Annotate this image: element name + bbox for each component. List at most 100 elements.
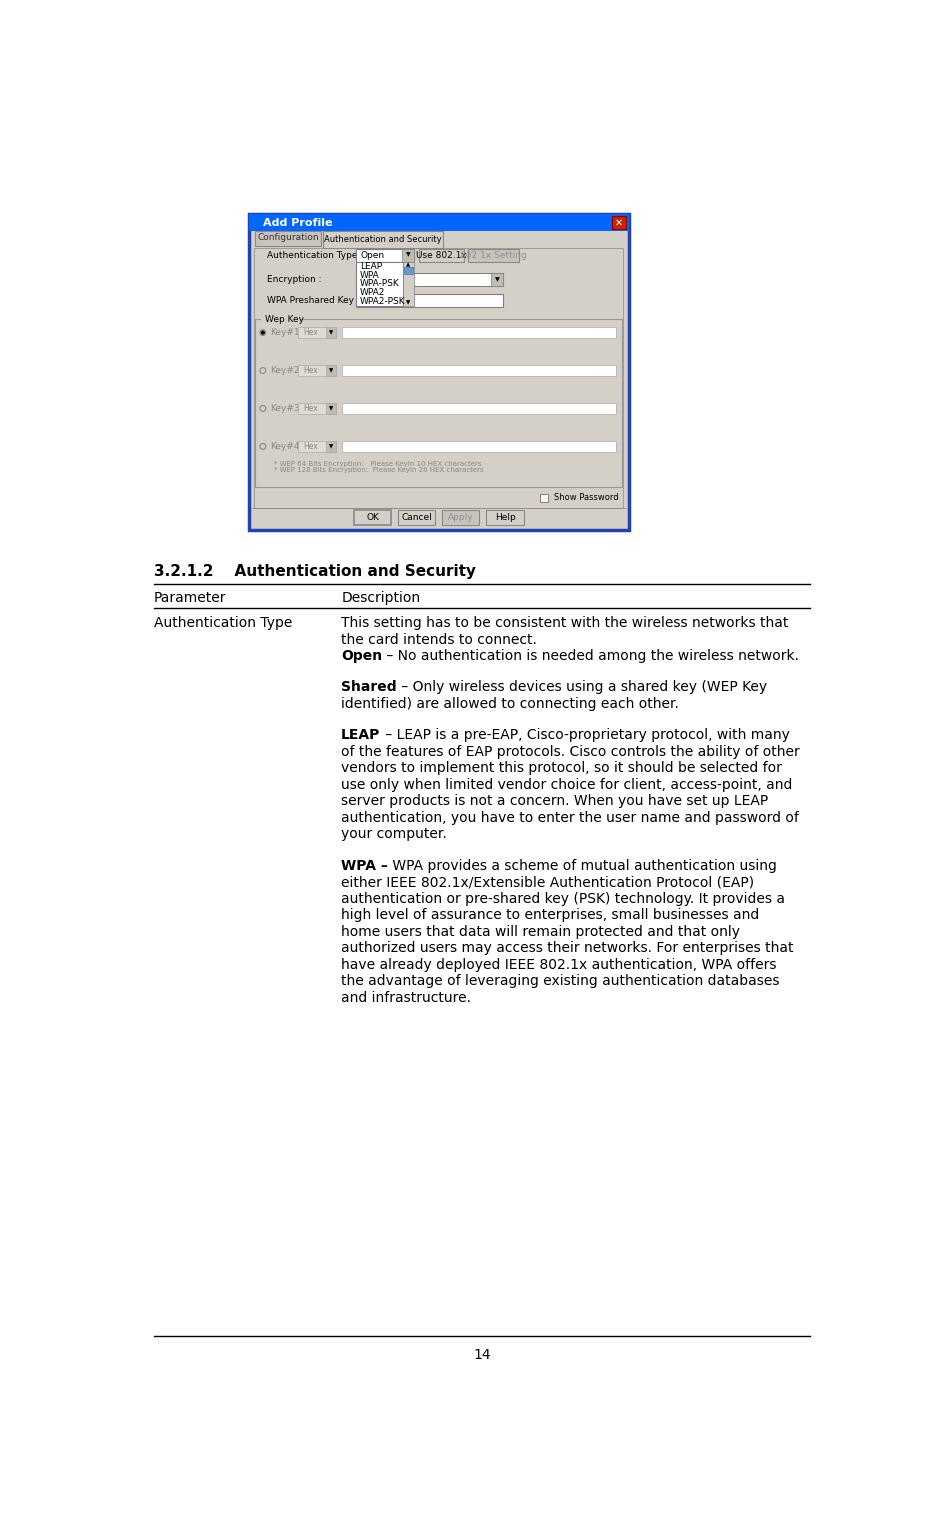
Text: vendors to implement this protocol, so it should be selected for: vendors to implement this protocol, so i… [342, 760, 782, 776]
FancyBboxPatch shape [297, 365, 337, 376]
Text: and infrastructure.: and infrastructure. [342, 991, 471, 1005]
FancyBboxPatch shape [254, 247, 623, 508]
Text: WPA-PSK: WPA-PSK [359, 279, 400, 289]
Text: WPA provides a scheme of mutual authentication using: WPA provides a scheme of mutual authenti… [388, 858, 777, 872]
Text: * WEP 64 Bits Encryption:   Please Keyin 10 HEX characters: * WEP 64 Bits Encryption: Please Keyin 1… [275, 461, 482, 467]
FancyBboxPatch shape [327, 441, 337, 452]
Text: your computer.: your computer. [342, 828, 447, 841]
FancyBboxPatch shape [342, 327, 616, 337]
Text: Show Password: Show Password [554, 493, 619, 502]
FancyBboxPatch shape [342, 365, 616, 376]
FancyBboxPatch shape [442, 510, 480, 525]
Text: ▼: ▼ [406, 253, 410, 258]
Text: Key#2: Key#2 [270, 366, 299, 376]
Text: Key#1: Key#1 [270, 328, 299, 337]
Text: have already deployed IEEE 802.1x authentication, WPA offers: have already deployed IEEE 802.1x authen… [342, 957, 776, 971]
Text: – No authentication is needed among the wireless network.: – No authentication is needed among the … [382, 649, 799, 663]
Text: authentication, you have to enter the user name and password of: authentication, you have to enter the us… [342, 811, 799, 825]
Text: either IEEE 802.1x/Extensible Authentication Protocol (EAP): either IEEE 802.1x/Extensible Authentica… [342, 875, 755, 889]
Text: Configuration: Configuration [257, 234, 319, 243]
Text: OK: OK [366, 513, 379, 522]
FancyBboxPatch shape [486, 510, 523, 525]
Text: ▼: ▼ [329, 406, 333, 411]
Text: Hex: Hex [303, 328, 318, 337]
Text: Authentication Type :: Authentication Type : [266, 250, 363, 260]
Text: server products is not a concern. When you have set up LEAP: server products is not a concern. When y… [342, 794, 769, 808]
Text: Key#4: Key#4 [270, 441, 299, 450]
Text: Parameter: Parameter [154, 591, 227, 605]
FancyBboxPatch shape [342, 441, 616, 452]
Text: ▼: ▼ [329, 330, 333, 334]
FancyBboxPatch shape [297, 403, 337, 414]
Text: of the features of EAP protocols. Cisco controls the ability of other: of the features of EAP protocols. Cisco … [342, 745, 800, 759]
FancyBboxPatch shape [398, 510, 436, 525]
Text: high level of assurance to enterprises, small businesses and: high level of assurance to enterprises, … [342, 909, 759, 922]
Text: WPA2: WPA2 [359, 289, 385, 298]
Text: LEAP: LEAP [342, 728, 380, 742]
FancyBboxPatch shape [342, 403, 616, 414]
FancyBboxPatch shape [469, 249, 518, 261]
Text: WPA –: WPA – [342, 858, 388, 872]
FancyBboxPatch shape [356, 273, 503, 287]
FancyBboxPatch shape [248, 214, 629, 231]
FancyBboxPatch shape [356, 295, 503, 307]
FancyBboxPatch shape [356, 261, 403, 305]
Text: Description: Description [342, 591, 421, 605]
Text: WPA2-PSK: WPA2-PSK [359, 298, 406, 305]
Text: Authentication Type: Authentication Type [154, 615, 293, 631]
FancyBboxPatch shape [248, 214, 629, 530]
Text: authentication or pre-shared key (PSK) technology. It provides a: authentication or pre-shared key (PSK) t… [342, 892, 785, 906]
Text: ▼: ▼ [329, 368, 333, 373]
Text: This setting has to be consistent with the wireless networks that: This setting has to be consistent with t… [342, 615, 789, 631]
FancyBboxPatch shape [323, 231, 442, 247]
Text: 14: 14 [473, 1348, 491, 1362]
Text: Add Profile: Add Profile [263, 217, 332, 228]
FancyBboxPatch shape [255, 319, 622, 487]
FancyBboxPatch shape [612, 215, 627, 229]
Text: * WEP 128 Bits Encryption:  Please Keyin 26 HEX characters: * WEP 128 Bits Encryption: Please Keyin … [275, 467, 484, 473]
FancyBboxPatch shape [297, 441, 337, 452]
FancyBboxPatch shape [262, 315, 300, 324]
Text: ▼: ▼ [407, 301, 410, 305]
Text: the advantage of leveraging existing authentication databases: the advantage of leveraging existing aut… [342, 974, 780, 988]
FancyBboxPatch shape [327, 403, 337, 414]
Circle shape [262, 331, 264, 334]
Text: Cancel: Cancel [401, 513, 432, 522]
Text: WPA: WPA [359, 270, 379, 279]
Text: WPA Preshared Key :: WPA Preshared Key : [266, 296, 359, 305]
Text: Hex: Hex [303, 441, 318, 450]
Text: identified) are allowed to connecting each other.: identified) are allowed to connecting ea… [342, 696, 679, 712]
Text: Wep Key: Wep Key [265, 315, 304, 324]
Text: Authentication and Security: Authentication and Security [324, 235, 441, 244]
Text: authorized users may access their networks. For enterprises that: authorized users may access their networ… [342, 941, 793, 956]
FancyBboxPatch shape [356, 249, 414, 261]
Text: 802.1x Setting: 802.1x Setting [460, 250, 527, 260]
Text: – LEAP is a pre-EAP, Cisco-proprietary protocol, with many: – LEAP is a pre-EAP, Cisco-proprietary p… [380, 728, 789, 742]
Text: Encryption :: Encryption : [266, 275, 321, 284]
Text: – Only wireless devices using a shared key (WEP Key: – Only wireless devices using a shared k… [397, 680, 767, 695]
Text: Use 802.1x: Use 802.1x [417, 250, 468, 260]
FancyBboxPatch shape [327, 327, 337, 337]
FancyBboxPatch shape [255, 231, 321, 246]
FancyBboxPatch shape [354, 510, 391, 525]
FancyBboxPatch shape [327, 365, 337, 376]
Text: Key#3: Key#3 [270, 405, 299, 412]
Text: Help: Help [495, 513, 516, 522]
Text: Shared: Shared [342, 680, 397, 695]
FancyBboxPatch shape [491, 273, 503, 287]
Text: ✕: ✕ [614, 217, 623, 228]
FancyBboxPatch shape [420, 249, 464, 261]
Text: ▲: ▲ [407, 263, 410, 267]
FancyBboxPatch shape [539, 493, 548, 502]
Text: home users that data will remain protected and that only: home users that data will remain protect… [342, 925, 741, 939]
Text: Apply: Apply [448, 513, 473, 522]
Text: 3.2.1.2    Authentication and Security: 3.2.1.2 Authentication and Security [154, 565, 476, 579]
Text: ▼: ▼ [495, 278, 500, 282]
Text: the card intends to connect.: the card intends to connect. [342, 632, 537, 646]
FancyBboxPatch shape [403, 249, 414, 261]
Text: Open: Open [360, 250, 385, 260]
Text: use only when limited vendor choice for client, access-point, and: use only when limited vendor choice for … [342, 777, 792, 791]
Text: Hex: Hex [303, 405, 318, 412]
Text: ▼: ▼ [329, 444, 333, 449]
FancyBboxPatch shape [403, 261, 414, 305]
